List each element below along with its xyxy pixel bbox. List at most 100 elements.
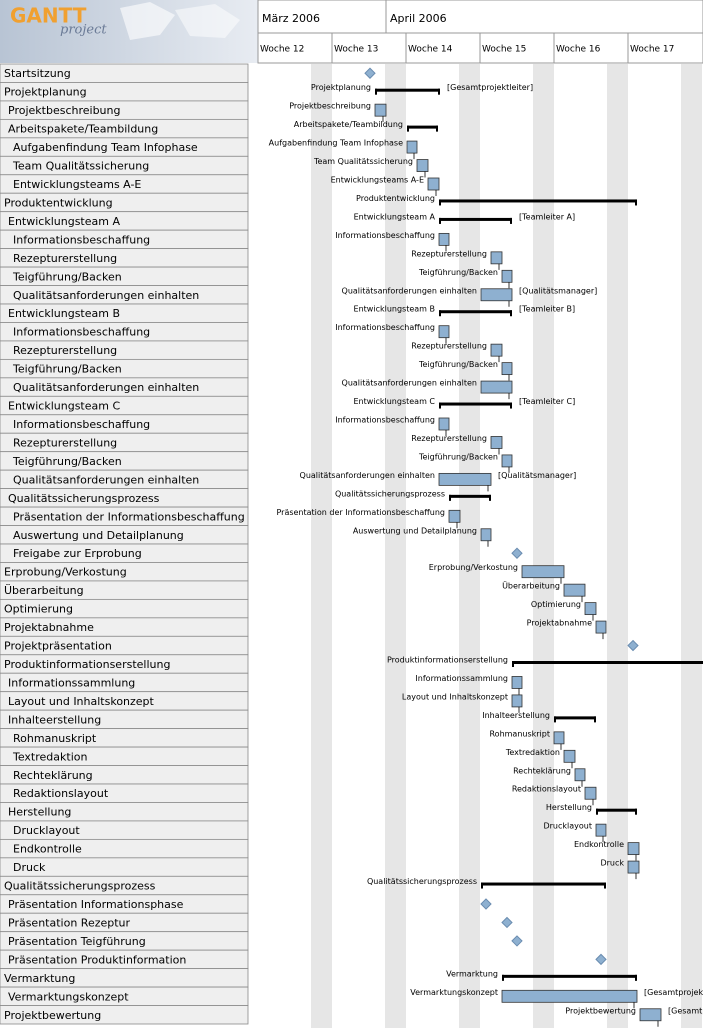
task-name: Überarbeitung bbox=[4, 584, 84, 597]
task-bar bbox=[438, 472, 492, 486]
bar-label: Rezepturerstellung bbox=[411, 249, 487, 258]
weekend-stripe bbox=[311, 64, 332, 1028]
bar-label: Projektbewertung bbox=[565, 1006, 636, 1015]
resource-label: [Qualitätsmanager] bbox=[519, 286, 597, 295]
task-name: Projektplanung bbox=[4, 86, 87, 99]
task-name: Vermarktung bbox=[4, 972, 75, 985]
task-name: Produktinformationserstellung bbox=[4, 658, 170, 671]
bar-label: Vermarktungskonzept bbox=[410, 988, 498, 997]
bar-label: Qualitätsanforderungen einhalten bbox=[300, 471, 435, 480]
bar-label: Teigführung/Backen bbox=[418, 452, 498, 461]
task-name: Team Qualitätssicherung bbox=[12, 160, 149, 173]
task-bar bbox=[490, 251, 503, 265]
summary-cap bbox=[594, 716, 596, 723]
task-name: Projektbeschreibung bbox=[8, 104, 120, 117]
summary-cap bbox=[439, 199, 441, 206]
milestone bbox=[595, 953, 607, 966]
weekend-stripe bbox=[681, 64, 702, 1028]
task-name: Teigführung/Backen bbox=[12, 455, 122, 468]
task-name: Rezepturerstellung bbox=[13, 344, 117, 357]
summary-cap bbox=[510, 402, 512, 409]
task-name: Endkontrolle bbox=[13, 843, 82, 856]
bar-label: Projektabnahme bbox=[527, 619, 592, 628]
task-name: Teigführung/Backen bbox=[12, 363, 122, 376]
summary-cap bbox=[449, 494, 451, 501]
summary-bar bbox=[449, 494, 491, 498]
task-bar bbox=[627, 860, 640, 874]
resource-label: [Gesamtprojektleiter] bbox=[668, 1006, 703, 1015]
task-name: Präsentation der Informationsbeschaffung bbox=[13, 510, 245, 523]
task-row bbox=[0, 1005, 249, 1025]
task-bar bbox=[563, 583, 586, 597]
task-bar bbox=[595, 823, 607, 837]
task-bar bbox=[438, 417, 450, 431]
milestone bbox=[511, 935, 523, 947]
task-name: Inhalteerstellung bbox=[8, 713, 101, 726]
task-name: Freigabe zur Erprobung bbox=[13, 547, 142, 560]
bar-label: Entwicklungsteams A-E bbox=[331, 176, 424, 185]
summary-bar bbox=[439, 310, 512, 314]
summary-bar bbox=[407, 125, 438, 129]
task-bar bbox=[416, 159, 429, 172]
summary-cap bbox=[554, 716, 556, 723]
milestone bbox=[511, 547, 523, 559]
bar-label: Qualitätsanforderungen einhalten bbox=[342, 379, 477, 388]
task-bar bbox=[584, 602, 597, 616]
resource-label: [Teamleiter B] bbox=[519, 305, 575, 314]
task-bar bbox=[595, 620, 607, 634]
week-label: Woche 14 bbox=[408, 45, 453, 55]
summary-cap bbox=[438, 88, 440, 95]
week-label: Woche 15 bbox=[482, 45, 526, 55]
task-name: Erprobung/Verkostung bbox=[4, 566, 127, 579]
bar-label: Überarbeitung bbox=[502, 581, 560, 591]
task-name: Präsentation Rezeptur bbox=[8, 916, 131, 929]
bar-label: Optimierung bbox=[531, 600, 581, 609]
task-name: Arbeitspakete/Teambildung bbox=[8, 123, 158, 136]
summary-cap bbox=[512, 661, 514, 667]
bar-label: Entwicklungsteam B bbox=[354, 305, 435, 314]
task-bar bbox=[501, 989, 638, 1003]
bar-label: Qualitätssicherungsprozess bbox=[367, 877, 477, 886]
bar-label: Herstellung bbox=[546, 803, 592, 812]
task-name: Vermarktungskonzept bbox=[8, 990, 129, 1003]
task-bar bbox=[639, 1008, 662, 1022]
task-name: Entwicklungsteam C bbox=[8, 400, 120, 413]
summary-cap bbox=[436, 125, 438, 132]
task-name: Qualitätsanforderungen einhalten bbox=[13, 473, 199, 486]
bar-label: Informationsbeschaffung bbox=[335, 416, 435, 425]
week-label: Woche 17 bbox=[630, 45, 674, 55]
task-name: Startsitzung bbox=[4, 67, 71, 80]
summary-cap bbox=[635, 199, 637, 206]
summary-cap bbox=[439, 402, 441, 409]
logo-gantt: GANTT bbox=[10, 4, 87, 28]
bar-label: Rezepturerstellung bbox=[411, 342, 487, 351]
task-bar bbox=[480, 380, 513, 394]
bar-label: Rohmanuskript bbox=[489, 729, 550, 738]
summary-cap bbox=[375, 88, 377, 95]
bar-label: Qualitätssicherungsprozess bbox=[335, 489, 445, 498]
bar-label: Informationsbeschaffung bbox=[335, 231, 435, 240]
bar-label: Aufgabenfindung Team Infophase bbox=[269, 139, 403, 148]
summary-bar bbox=[481, 882, 606, 886]
weekend-stripe bbox=[607, 64, 628, 1028]
milestone bbox=[501, 916, 513, 929]
summary-cap bbox=[502, 974, 504, 981]
task-bar bbox=[501, 362, 513, 376]
task-name: Entwicklungsteam A bbox=[8, 215, 120, 228]
task-bar bbox=[480, 288, 513, 302]
task-name: Qualitätsanforderungen einhalten bbox=[13, 289, 199, 302]
summary-cap bbox=[510, 310, 512, 317]
task-name: Rezepturerstellung bbox=[13, 252, 117, 265]
bar-label: Druck bbox=[600, 859, 624, 868]
task-name: Druck bbox=[13, 861, 46, 874]
summary-bar bbox=[554, 716, 596, 720]
summary-bar bbox=[596, 808, 637, 812]
bar-label: Vermarktung bbox=[446, 969, 498, 978]
bar-label: Produktinformationserstellung bbox=[387, 656, 508, 665]
task-name: Optimierung bbox=[4, 603, 73, 616]
bar-label: Drucklayout bbox=[543, 822, 592, 831]
bar-label: Teigführung/Backen bbox=[418, 268, 498, 277]
summary-bar bbox=[512, 661, 703, 664]
